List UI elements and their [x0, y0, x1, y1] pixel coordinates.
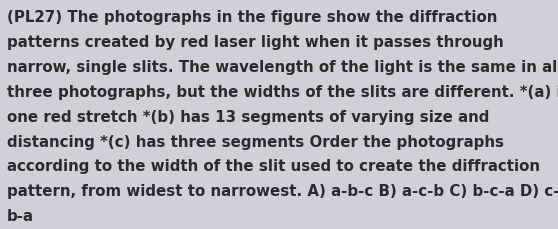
- Text: patterns created by red laser light when it passes through: patterns created by red laser light when…: [7, 35, 503, 50]
- Text: narrow, single slits. The wavelength of the light is the same in all: narrow, single slits. The wavelength of …: [7, 60, 558, 75]
- Text: (PL27) The photographs in the figure show the diffraction: (PL27) The photographs in the figure sho…: [7, 10, 497, 25]
- Text: b-a: b-a: [7, 208, 33, 223]
- Text: one red stretch *(b) has 13 segments of varying size and: one red stretch *(b) has 13 segments of …: [7, 109, 489, 124]
- Text: pattern, from widest to narrowest. A) a-b-c B) a-c-b C) b-c-a D) c-: pattern, from widest to narrowest. A) a-…: [7, 183, 558, 198]
- Text: distancing *(c) has three segments Order the photographs: distancing *(c) has three segments Order…: [7, 134, 504, 149]
- Text: three photographs, but the widths of the slits are different. *(a) is: three photographs, but the widths of the…: [7, 85, 558, 99]
- Text: according to the width of the slit used to create the diffraction: according to the width of the slit used …: [7, 159, 540, 174]
